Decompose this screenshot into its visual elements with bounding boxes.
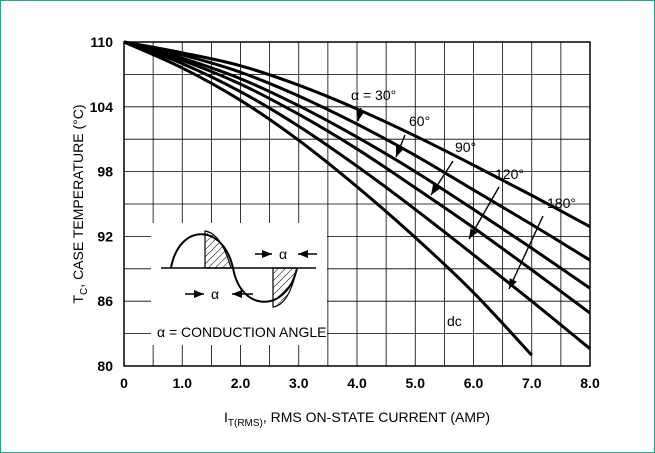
x-tick-label: 6.0 xyxy=(464,375,484,391)
pointer-arrowhead xyxy=(298,250,308,258)
pointer-arrowhead xyxy=(509,278,517,289)
pointer-arrowhead xyxy=(262,250,272,258)
x-tick-label: 8.0 xyxy=(580,375,600,391)
x-tick-label: 3.0 xyxy=(289,375,309,391)
x-tick-label: 7.0 xyxy=(522,375,542,391)
series-label: 120° xyxy=(495,166,524,182)
x-tick-label: 0 xyxy=(120,375,128,391)
series-line-5 xyxy=(123,40,533,357)
pointer-arrowhead xyxy=(194,290,204,298)
y-tick-label: 80 xyxy=(97,358,113,374)
inset-alpha-label: α xyxy=(211,286,219,302)
inset-sine-wave xyxy=(170,233,298,303)
y-tick-label: 104 xyxy=(90,99,114,115)
x-tick-label: 5.0 xyxy=(406,375,426,391)
pointer-arrowhead xyxy=(356,110,365,121)
conduction-angle-label: α = CONDUCTION ANGLE xyxy=(157,324,327,340)
y-tick-label: 110 xyxy=(90,34,113,50)
curves xyxy=(123,40,591,357)
y-tick-label: 92 xyxy=(97,228,113,244)
pointer-arrowhead xyxy=(396,146,404,157)
series-label: 180° xyxy=(547,195,576,211)
series-line-0 xyxy=(123,40,591,229)
y-axis-title: TC, CASE TEMPERATURE (°C) xyxy=(70,104,90,303)
pointer-line xyxy=(468,186,500,240)
pointer-arrowhead xyxy=(469,228,478,239)
x-tick-label: 2.0 xyxy=(231,375,251,391)
series-line-3 xyxy=(123,40,591,315)
x-axis-title: IT(RMS), RMS ON-STATE CURRENT (AMP) xyxy=(224,409,490,429)
inset-alpha-label: α xyxy=(279,246,287,262)
pointer-line xyxy=(508,215,544,290)
series-labels: α = 30° 60° 90° 120° 180° dc xyxy=(351,87,576,329)
pointer-arrowhead xyxy=(431,184,440,195)
series-label: 90° xyxy=(455,139,476,155)
tick-labels: 0 1.0 2.0 3.0 4.0 5.0 6.0 7.0 8.0 80 86 92 98 104 110 xyxy=(90,34,600,391)
series-label: 60° xyxy=(409,113,430,129)
x-tick-label: 1.0 xyxy=(173,375,193,391)
series-line-2 xyxy=(123,40,591,290)
series-line-1 xyxy=(123,40,591,262)
series-label: α = 30° xyxy=(351,87,396,103)
series-label: dc xyxy=(447,313,462,329)
series-line-4 xyxy=(123,40,591,350)
plot-border xyxy=(123,41,591,367)
x-tick-label: 4.0 xyxy=(347,375,367,391)
y-tick-label: 98 xyxy=(97,164,113,180)
waveform-inset: α α α = CONDUCTION ANGLE xyxy=(151,223,327,345)
pointer-arrowhead xyxy=(232,290,242,298)
y-tick-label: 86 xyxy=(97,293,113,309)
axis-titles: IT(RMS), RMS ON-STATE CURRENT (AMP) TC, C… xyxy=(70,104,490,429)
